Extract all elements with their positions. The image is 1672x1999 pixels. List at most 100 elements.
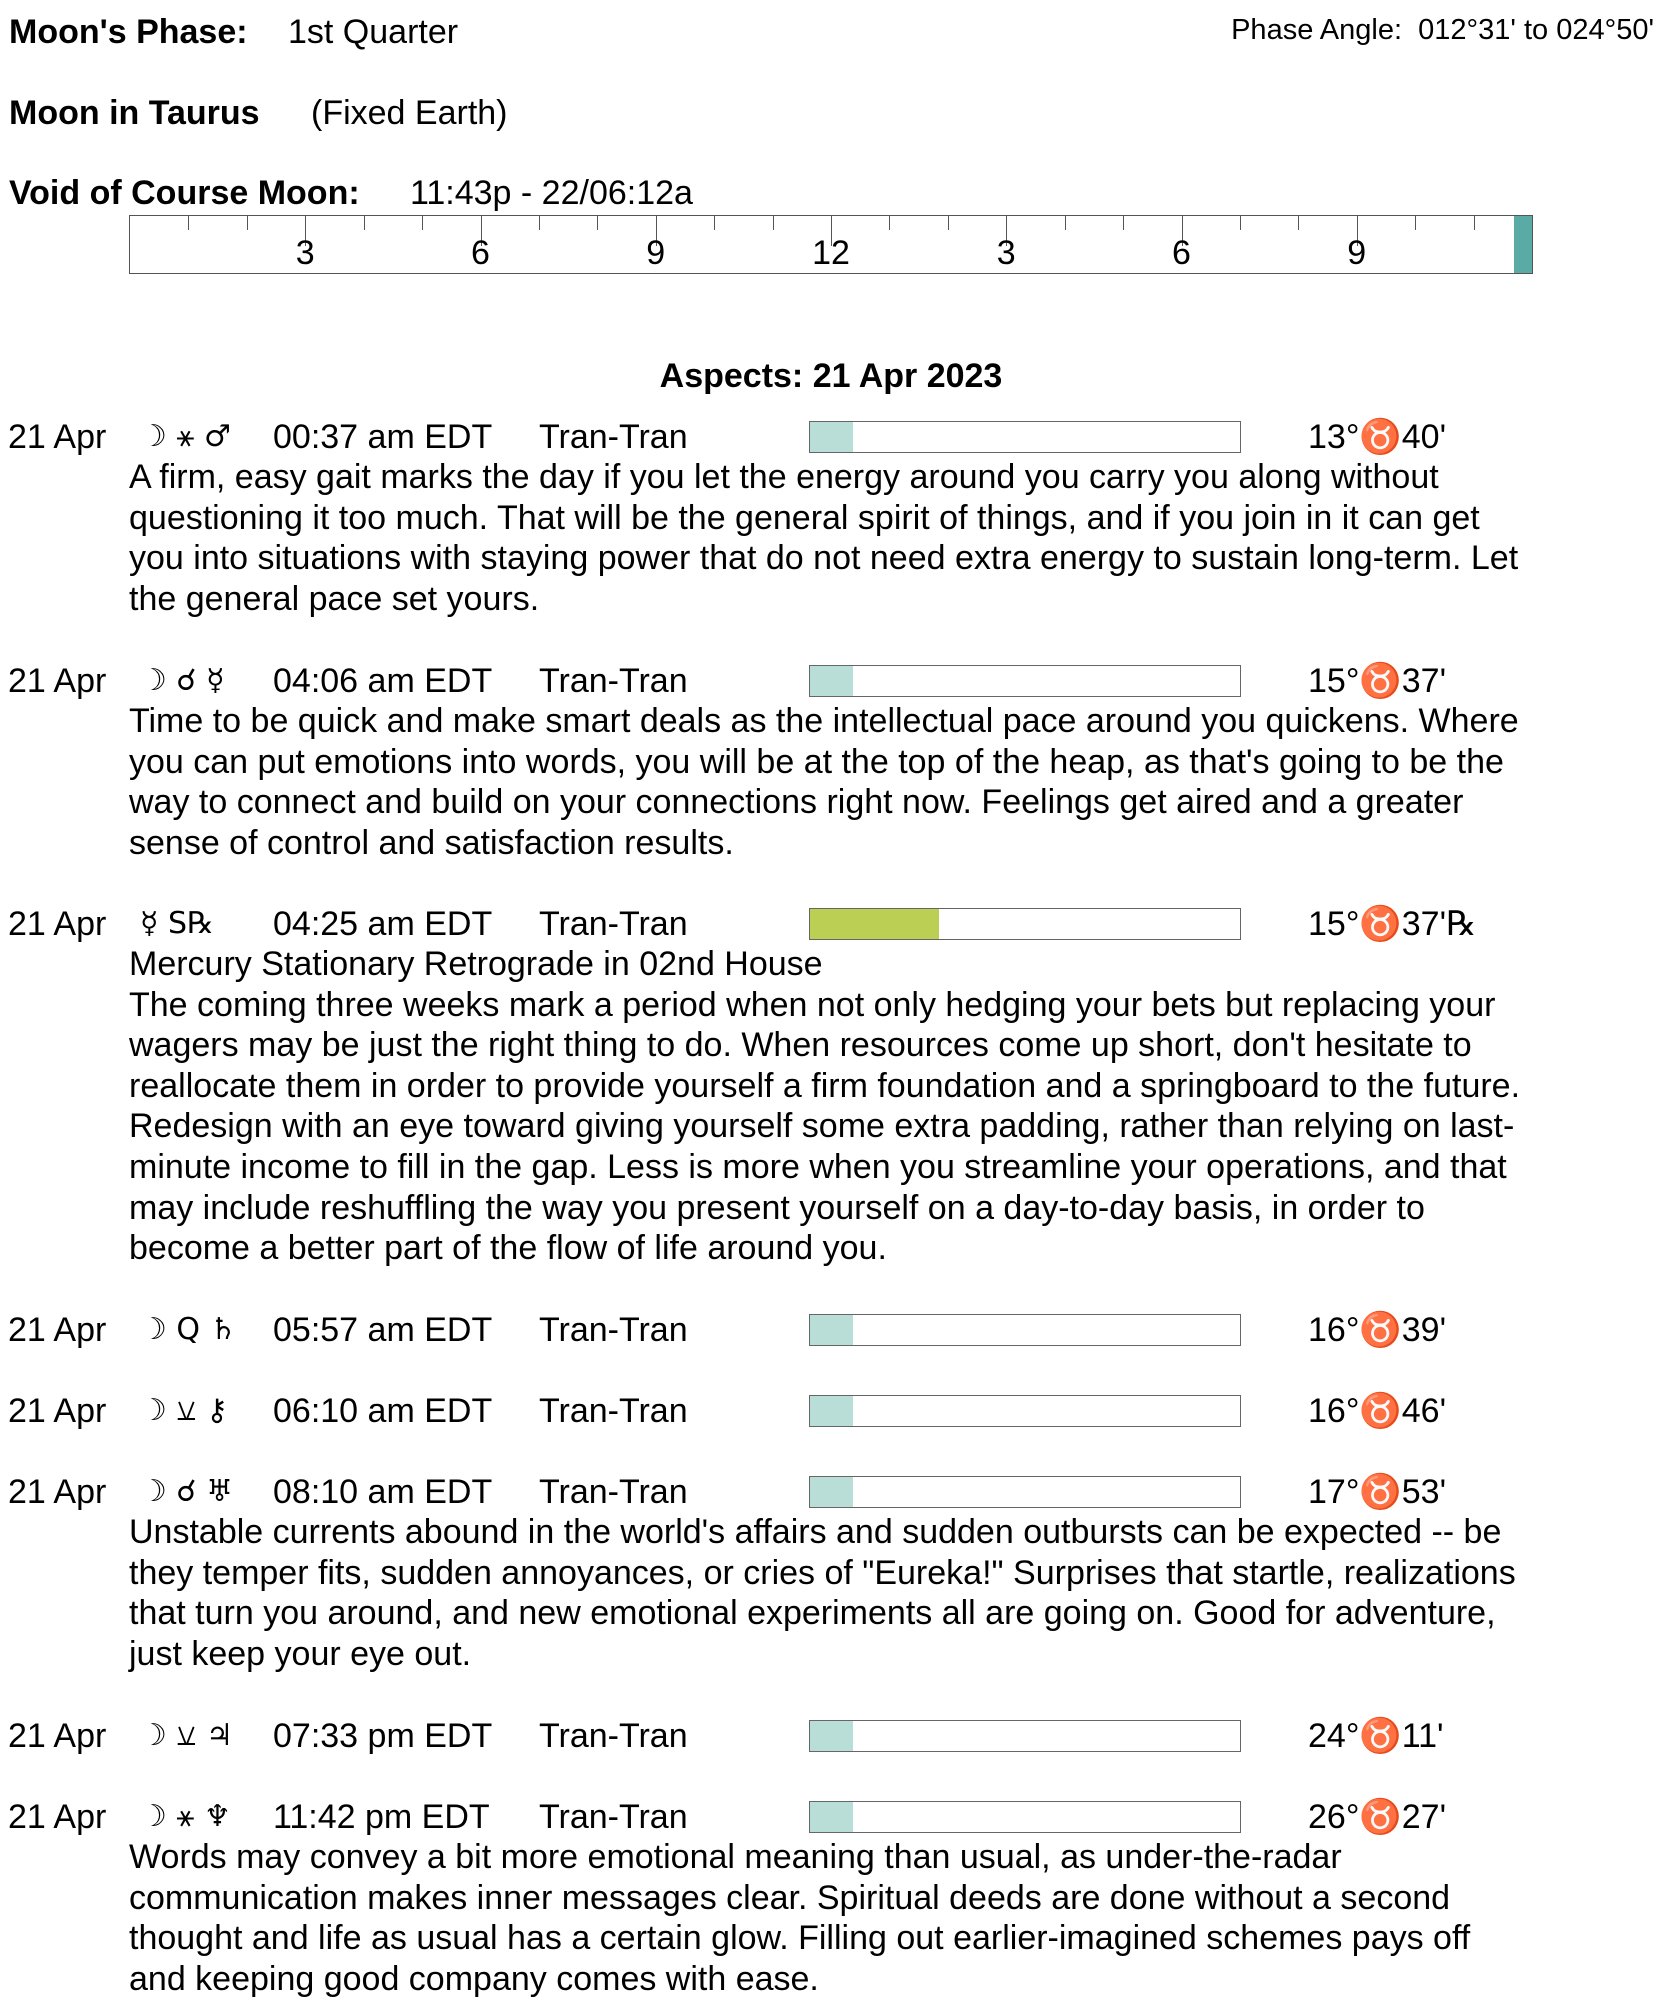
aspect-description-line: thought and life as usual has a certain … <box>129 1919 1471 1958</box>
aspect-type: Tran-Tran <box>539 418 688 456</box>
aspect-position: 17°♉53' <box>1308 1473 1447 1511</box>
aspect-time: 04:25 am EDT <box>273 905 493 943</box>
timeline-tick <box>422 216 424 230</box>
aspect-position: 15°♉37'℞ <box>1308 905 1477 943</box>
aspect-strength-bar <box>809 1395 1241 1427</box>
aspect-date: 21 Apr <box>8 1798 107 1836</box>
aspect-description-line: sense of control and satisfaction result… <box>129 823 734 862</box>
phase-angle-value: 012°31' to 024°50' <box>1418 14 1654 46</box>
timeline-tick <box>1356 216 1358 246</box>
aspect-entry: 21 Apr ☽ ⚺ ♃ 07:33 pm EDT Tran-Tran 24°♉11' <box>0 1716 1672 1756</box>
timeline-hour-label: 6 <box>471 234 490 272</box>
timeline-tick <box>714 216 716 230</box>
aspect-type: Tran-Tran <box>539 1717 688 1755</box>
voc-value: 11:43p - 22/06:12a <box>410 174 693 212</box>
aspect-entry: 21 Apr ☽ ⚹ ♆ 11:42 pm EDT Tran-Tran 26°♉27' W… <box>0 1797 1672 1999</box>
void-of-course-timeline: 3 6 9 12 3 6 9 <box>129 215 1533 274</box>
aspect-strength-bar <box>809 1801 1241 1833</box>
aspect-strength-bar <box>809 665 1241 697</box>
aspect-time: 11:42 pm EDT <box>273 1798 490 1836</box>
aspect-glyphs-icon: ☽ ☌ ☿ <box>140 663 225 698</box>
aspect-description-line: Words may convey a bit more emotional me… <box>129 1838 1342 1876</box>
aspect-strength-bar <box>809 908 1241 940</box>
timeline-hour-label: 12 <box>812 234 850 272</box>
moon-phase-value: 1st Quarter <box>288 13 459 51</box>
aspect-position: 16°♉39' <box>1308 1311 1447 1349</box>
void-of-course-marker <box>1514 216 1532 273</box>
aspect-type: Tran-Tran <box>539 1798 688 1836</box>
aspect-strength-bar <box>809 1476 1241 1508</box>
timeline-tick <box>1239 216 1241 230</box>
timeline-tick <box>655 216 657 246</box>
aspect-date: 21 Apr <box>8 905 107 943</box>
aspect-description-line: Unstable currents abound in the world's … <box>129 1513 1502 1551</box>
aspect-entry: 21 Apr ☿ S℞ 04:25 am EDT Tran-Tran 15°♉37'℞ M… <box>0 904 1672 1269</box>
aspect-type: Tran-Tran <box>539 1392 688 1430</box>
aspect-glyphs-icon: ☽ ⚺ ⚷ <box>140 1393 228 1428</box>
aspect-glyphs-icon: ☿ S℞ <box>140 906 214 941</box>
aspect-description-line: way to connect and build on your connect… <box>129 783 1464 822</box>
aspect-description-line: the general pace set yours. <box>129 579 540 618</box>
aspect-description-line: questioning it too much. That will be th… <box>129 498 1480 537</box>
aspect-strength-fill <box>810 1396 853 1426</box>
aspect-strength-bar <box>809 421 1241 453</box>
aspect-entry: 21 Apr ☽ ⚹ ♂ 00:37 am EDT Tran-Tran 13°♉40' A… <box>0 417 1672 619</box>
timeline-tick <box>1298 216 1300 230</box>
timeline-tick <box>1006 216 1008 246</box>
aspect-position: 24°♉11' <box>1308 1717 1444 1755</box>
phase-angle-label: Phase Angle: <box>1231 14 1403 46</box>
aspect-strength-fill <box>810 1721 853 1751</box>
aspect-description-line: just keep your eye out. <box>129 1634 472 1673</box>
timeline-hour-label: 9 <box>1347 234 1367 272</box>
phase-angle: Phase Angle: 012°31' to 024°50' <box>1231 10 1654 50</box>
timeline-tick <box>831 216 832 246</box>
aspects-title: Aspects: 21 Apr 2023 <box>659 357 1003 395</box>
aspect-time: 05:57 am EDT <box>273 1311 493 1349</box>
aspect-date: 21 Apr <box>8 662 107 700</box>
timeline-tick <box>480 216 482 246</box>
timeline-hour-label: 3 <box>996 234 1016 272</box>
aspect-time: 07:33 pm EDT <box>273 1717 493 1755</box>
aspect-glyphs-icon: ☽ Q ♄ <box>140 1312 237 1347</box>
moon-phase-label: Moon's Phase: <box>9 13 248 51</box>
aspect-time: 00:37 am EDT <box>273 418 493 456</box>
aspect-entry: 21 Apr ☽ ☌ ♅ 08:10 am EDT Tran-Tran 17°♉53' U… <box>0 1472 1672 1674</box>
aspect-description-line: you into situations with staying power t… <box>129 539 1519 578</box>
aspect-glyphs-icon: ☽ ☌ ♅ <box>140 1474 234 1509</box>
timeline-tick <box>1415 216 1417 230</box>
timeline-hour-label: 9 <box>646 234 666 272</box>
aspect-description-line: that turn you around, and new emotional … <box>129 1594 1496 1633</box>
moon-sign-label: Moon in Taurus <box>9 94 260 132</box>
timeline-tick <box>538 216 540 230</box>
aspect-strength-fill <box>810 1315 853 1345</box>
timeline-tick <box>947 216 949 230</box>
aspect-description-line: become a better part of the flow of life… <box>129 1229 887 1268</box>
aspect-strength-bar <box>809 1720 1241 1752</box>
aspect-time: 06:10 am EDT <box>273 1392 493 1430</box>
aspect-type: Tran-Tran <box>539 1311 688 1349</box>
timeline-tick <box>188 216 190 230</box>
timeline-hour-label: 3 <box>295 234 315 272</box>
aspect-description-line: wagers may be just the right thing to do… <box>129 1026 1472 1065</box>
aspect-description-line: you can put emotions into words, you wil… <box>129 742 1504 781</box>
timeline-tick <box>1123 216 1125 230</box>
aspect-date: 21 Apr <box>8 418 107 456</box>
aspect-description: Unstable currents abound in the world's … <box>129 1512 1672 1674</box>
aspect-subtitle: Mercury Stationary Retrograde in 02nd Ho… <box>129 945 823 983</box>
aspect-type: Tran-Tran <box>539 905 688 943</box>
aspect-date: 21 Apr <box>8 1392 107 1430</box>
aspect-description-line: may include reshuffling the way you pres… <box>129 1188 1425 1227</box>
aspect-date: 21 Apr <box>8 1717 107 1755</box>
timeline-tick <box>1064 216 1066 230</box>
aspect-entry: 21 Apr ☽ ⚺ ⚷ 06:10 am EDT Tran-Tran 16°♉46' <box>0 1391 1672 1431</box>
aspect-description-line: The coming three weeks mark a period whe… <box>129 985 1496 1024</box>
aspect-entry: 21 Apr ☽ ☌ ☿ 04:06 am EDT Tran-Tran 15°♉37' T… <box>0 661 1672 863</box>
aspect-description: Time to be quick and make smart deals as… <box>129 701 1672 863</box>
aspect-time: 08:10 am EDT <box>273 1473 493 1511</box>
timeline-hour-label: 6 <box>1172 234 1191 272</box>
aspect-strength-fill <box>810 1802 853 1832</box>
aspect-description: A firm, easy gait marks the day if you l… <box>129 457 1672 619</box>
aspect-description-line: communication makes inner messages clear… <box>129 1878 1451 1917</box>
aspect-strength-fill <box>810 909 939 939</box>
aspect-description-line: and keeping good company comes with ease… <box>129 1959 819 1998</box>
